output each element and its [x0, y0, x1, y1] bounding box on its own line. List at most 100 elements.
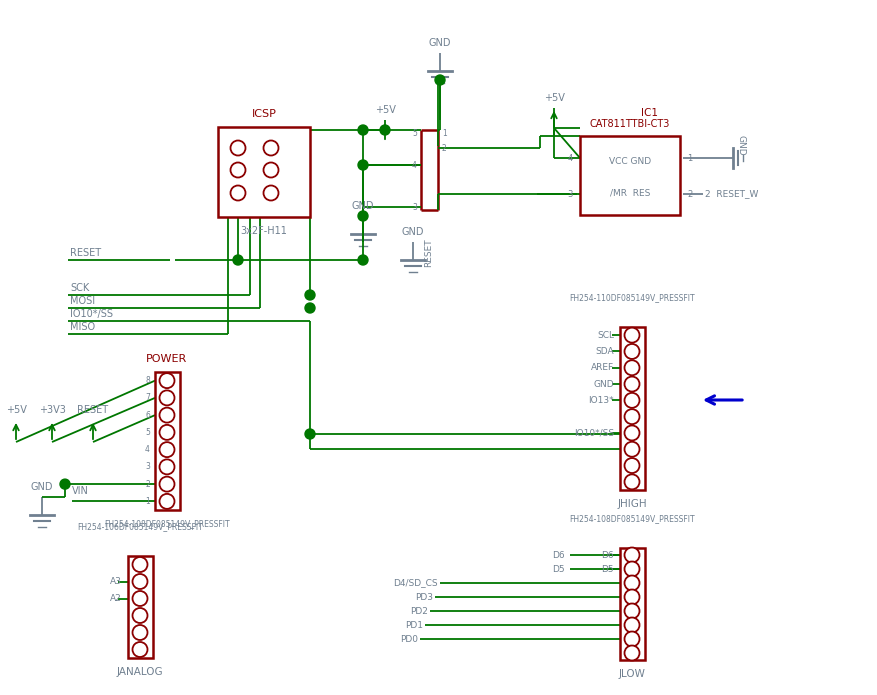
- Text: 1: 1: [165, 498, 169, 505]
- Text: 3: 3: [233, 165, 238, 174]
- Text: RESET: RESET: [77, 405, 109, 415]
- Text: JANALOG: JANALOG: [117, 667, 163, 677]
- Text: A2: A2: [111, 594, 122, 603]
- Text: 5: 5: [412, 129, 417, 138]
- Text: FH254-108DF085149V_PRESSFIT: FH254-108DF085149V_PRESSFIT: [104, 519, 230, 528]
- Circle shape: [624, 562, 639, 576]
- Text: SCK: SCK: [70, 283, 89, 293]
- Circle shape: [624, 575, 639, 591]
- Text: POWER: POWER: [146, 354, 188, 364]
- Circle shape: [231, 140, 246, 156]
- Text: PD1: PD1: [405, 621, 423, 630]
- Text: 2: 2: [630, 636, 634, 642]
- Bar: [620, 548, 645, 660]
- Text: 7: 7: [630, 566, 634, 572]
- Text: 3: 3: [567, 190, 573, 199]
- Text: 5: 5: [233, 188, 238, 197]
- Text: 4: 4: [412, 161, 417, 170]
- Circle shape: [132, 557, 147, 572]
- Circle shape: [435, 75, 445, 85]
- Text: D5: D5: [602, 564, 614, 573]
- Text: 2: 2: [687, 190, 692, 199]
- Text: IO10*/SS: IO10*/SS: [574, 428, 614, 437]
- Text: JHIGH: JHIGH: [617, 499, 647, 509]
- Circle shape: [233, 255, 243, 265]
- Text: 1: 1: [630, 650, 634, 656]
- Circle shape: [624, 458, 639, 473]
- Text: 6: 6: [630, 580, 634, 586]
- Circle shape: [624, 409, 639, 424]
- Text: VCC GND: VCC GND: [609, 156, 651, 165]
- Text: /MR  RES: /MR RES: [610, 188, 650, 197]
- Text: +5V: +5V: [544, 93, 565, 103]
- Circle shape: [358, 211, 368, 221]
- Circle shape: [160, 494, 175, 509]
- Bar: [218, 127, 310, 217]
- Text: 5: 5: [145, 428, 150, 437]
- Circle shape: [624, 393, 639, 408]
- Text: 9: 9: [630, 348, 634, 354]
- Text: 8: 8: [146, 376, 150, 385]
- Circle shape: [624, 475, 639, 489]
- Text: 5: 5: [630, 594, 634, 600]
- Text: VIN: VIN: [72, 486, 89, 496]
- Text: D4/SD_CS: D4/SD_CS: [394, 578, 438, 587]
- Text: 4: 4: [145, 445, 150, 454]
- Text: GND: GND: [594, 379, 614, 389]
- Text: 3: 3: [412, 202, 417, 211]
- Text: 5: 5: [630, 414, 634, 420]
- Text: IC1: IC1: [641, 108, 659, 118]
- Text: 6: 6: [271, 188, 276, 197]
- Circle shape: [231, 163, 246, 177]
- Text: RESET: RESET: [70, 248, 101, 258]
- Circle shape: [305, 303, 315, 313]
- Text: 5: 5: [165, 430, 169, 435]
- Text: 2: 2: [165, 481, 169, 487]
- Text: 3: 3: [630, 622, 634, 628]
- Text: 2  RESET_W: 2 RESET_W: [705, 190, 759, 199]
- Circle shape: [624, 632, 639, 646]
- Text: ICSP: ICSP: [252, 109, 276, 119]
- Circle shape: [132, 642, 147, 657]
- Text: PD0: PD0: [400, 635, 418, 644]
- Text: 6: 6: [138, 562, 142, 568]
- Text: PD3: PD3: [415, 593, 433, 601]
- Text: MISO: MISO: [70, 322, 95, 332]
- Text: 7: 7: [630, 381, 634, 387]
- Circle shape: [263, 140, 279, 156]
- Text: MOSI: MOSI: [70, 296, 95, 306]
- Bar: [580, 136, 680, 215]
- Text: 2: 2: [442, 143, 446, 152]
- Text: 3: 3: [138, 612, 142, 619]
- Bar: [155, 372, 180, 510]
- Text: GND: GND: [352, 201, 374, 211]
- Circle shape: [624, 327, 639, 343]
- Text: A3: A3: [111, 577, 122, 586]
- Circle shape: [624, 589, 639, 605]
- Circle shape: [358, 125, 368, 135]
- Text: 3: 3: [630, 446, 634, 452]
- Circle shape: [263, 163, 279, 177]
- Text: JLOW: JLOW: [618, 669, 645, 679]
- Text: D5: D5: [553, 564, 565, 573]
- Circle shape: [160, 477, 175, 491]
- Bar: [128, 556, 153, 658]
- Text: IO10*/SS: IO10*/SS: [70, 309, 113, 319]
- Circle shape: [263, 186, 279, 200]
- Text: FH254-108DF085149V_PRESSFIT: FH254-108DF085149V_PRESSFIT: [569, 514, 695, 523]
- Circle shape: [624, 603, 639, 619]
- Text: +5V: +5V: [374, 105, 396, 115]
- Text: 8: 8: [630, 552, 634, 558]
- Text: 6: 6: [165, 412, 169, 418]
- Text: 1: 1: [630, 479, 634, 485]
- Circle shape: [231, 186, 246, 200]
- Circle shape: [624, 548, 639, 562]
- Circle shape: [132, 608, 147, 623]
- Text: 6: 6: [145, 411, 150, 420]
- Text: 1: 1: [233, 143, 238, 152]
- Circle shape: [160, 408, 175, 423]
- Text: GND: GND: [429, 38, 452, 48]
- Circle shape: [624, 344, 639, 359]
- Text: FH254-110DF085149V_PRESSFIT: FH254-110DF085149V_PRESSFIT: [569, 293, 695, 302]
- Text: D6: D6: [553, 550, 565, 559]
